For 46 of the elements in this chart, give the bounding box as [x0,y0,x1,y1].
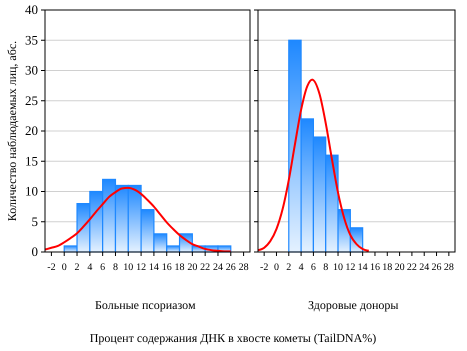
x-tick-label: -2 [260,262,268,273]
x-tick-label: 24 [419,262,430,273]
y-tick-label: 10 [25,184,38,199]
x-tick-label: 6 [310,262,316,273]
x-tick-label: 12 [345,262,356,273]
x-tick-label: 10 [123,262,134,273]
x-tick-label: 2 [74,262,80,273]
x-tick-label: 8 [323,262,328,273]
x-tick-label: 16 [162,262,172,273]
text: Процент содержания ДНК в хвосте кометы (TailDNA%) [90,331,376,345]
line-series [44,186,232,252]
y-tick-label: 5 [32,214,38,229]
x-axis-title: Больные псориазом [95,298,196,312]
y-tick-label: 40 [25,2,38,18]
x-axis-title: Здоровые доноры [308,298,398,312]
y-tick-label: 15 [25,153,38,168]
x-tick-label: 28 [444,262,454,273]
x-tick-label: 12 [136,262,146,273]
x-tick-label: 0 [62,262,67,273]
x-tick-label: 20 [394,262,405,273]
x-tick-label: 10 [333,262,344,273]
x-tick-label: 26 [226,262,236,273]
x-tick-label: -2 [47,262,56,273]
x-tick-label: 8 [112,262,118,273]
y-tick-label: 30 [25,62,38,78]
x-tick-label: 24 [212,262,223,273]
y-tick-label: 0 [32,244,38,260]
y-tick-label: 20 [25,123,38,138]
x-tick-label: 4 [87,262,92,273]
x-tick-label: 4 [298,262,304,273]
x-tick-label: 26 [432,262,442,273]
x-tick-label: 28 [238,262,249,273]
x-tick-label: 20 [187,262,198,273]
y-tick-label: 25 [25,92,38,108]
x-tick-label: 22 [200,262,210,273]
x-tick-label: 0 [274,262,279,273]
y-tick-label: 35 [25,32,38,48]
x-tick-label: 14 [358,262,368,273]
x-tick-label: 22 [406,262,417,273]
x-tick-label: 14 [148,262,159,273]
x-tick-label: 6 [100,262,106,273]
x-tick-label: 18 [174,262,185,273]
x-tick-label: 2 [286,262,292,273]
y-axis-title: Количество наблюдаемых лиц, абс. [5,40,19,222]
x-tick-label: 18 [382,262,392,273]
x-tick-label: 16 [370,262,380,273]
